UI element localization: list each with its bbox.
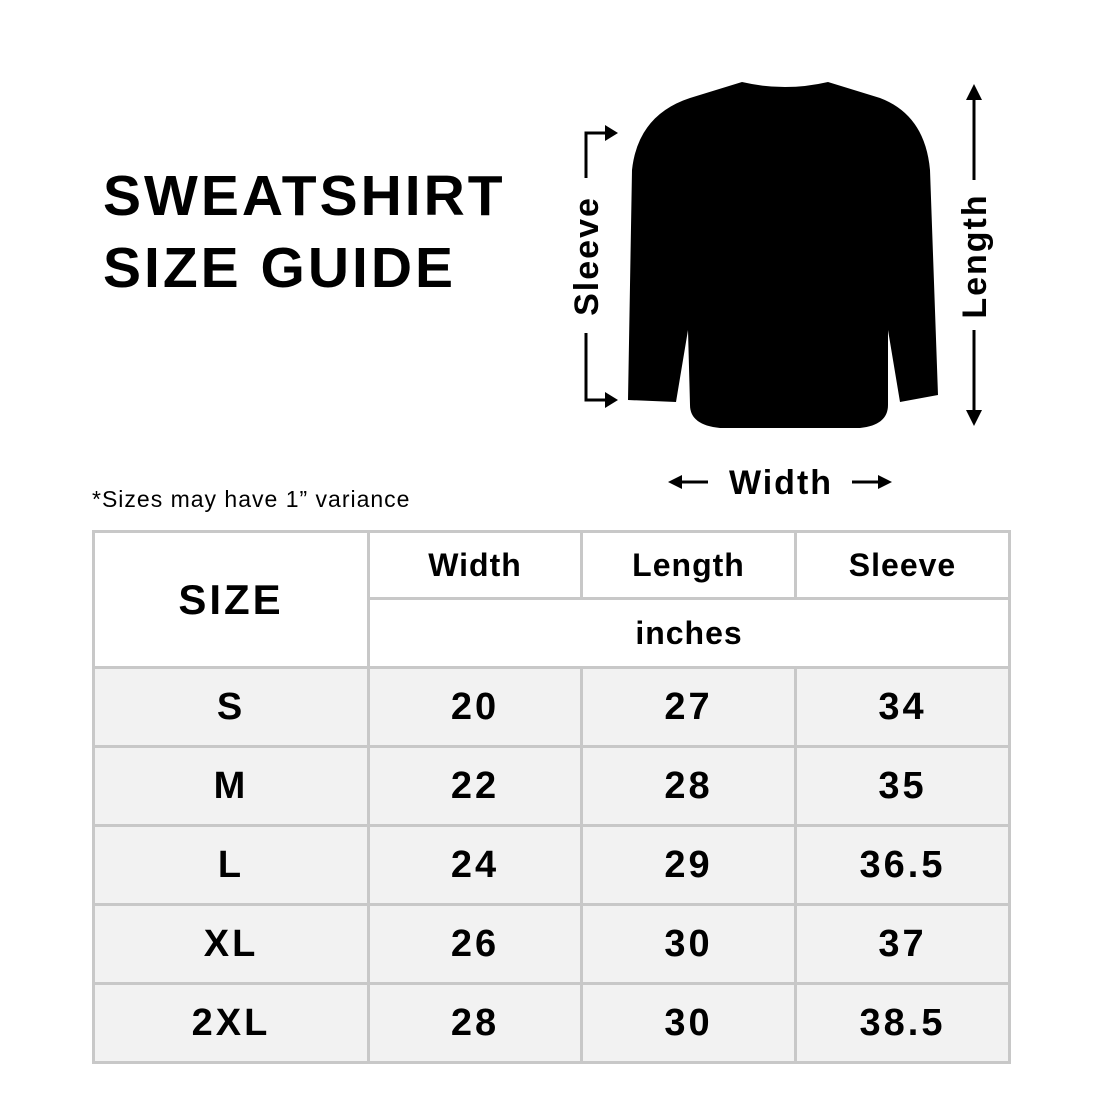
- width-cell: 22: [367, 745, 583, 827]
- width-cell: 24: [367, 824, 583, 906]
- variance-note: *Sizes may have 1” variance: [92, 486, 411, 512]
- table-row: S 20 27 34: [92, 666, 1011, 748]
- column-header-width: Width: [367, 530, 583, 600]
- sleeve-arrowhead-top: [605, 125, 618, 141]
- column-header-length: Length: [580, 530, 797, 600]
- size-cell: M: [92, 745, 370, 827]
- sleeve-cell: 37: [794, 903, 1011, 985]
- sleeve-arrowhead-bottom: [605, 392, 618, 408]
- sleeve-label: Sleeve: [568, 196, 606, 316]
- length-arrowhead-bottom: [966, 410, 982, 426]
- size-cell: L: [92, 824, 370, 906]
- width-arrowhead-right: [878, 475, 892, 489]
- length-cell: 30: [580, 903, 797, 985]
- sweatshirt-diagram: Sleeve Length Width: [568, 82, 994, 502]
- title-line-2: SIZE GUIDE: [103, 236, 457, 300]
- header-row: SIZE Width Length Sleeve: [92, 530, 1011, 669]
- length-arrowhead-top: [966, 84, 982, 100]
- width-cell: 20: [367, 666, 583, 748]
- sleeve-arrow-icon: [584, 131, 610, 402]
- size-cell: 2XL: [92, 982, 370, 1064]
- table-row: L 24 29 36.5: [92, 824, 1011, 906]
- width-label: Width: [729, 464, 833, 502]
- sleeve-cell: 36.5: [794, 824, 1011, 906]
- unit-label: inches: [367, 597, 1011, 669]
- table-row: XL 26 30 37: [92, 903, 1011, 985]
- size-cell: S: [92, 666, 370, 748]
- sleeve-cell: 38.5: [794, 982, 1011, 1064]
- page-title: SWEATSHIRT SIZE GUIDE: [103, 160, 506, 304]
- size-cell: XL: [92, 903, 370, 985]
- title-line-1: SWEATSHIRT: [103, 164, 506, 228]
- sleeve-cell: 35: [794, 745, 1011, 827]
- sweatshirt-image: [628, 82, 938, 428]
- size-table: SIZE Width Length Sleeve inches S 20 27 …: [92, 530, 1011, 1064]
- length-cell: 30: [580, 982, 797, 1064]
- length-cell: 28: [580, 745, 797, 827]
- width-arrowhead-left: [668, 475, 682, 489]
- unit-row: inches: [94, 597, 1011, 669]
- length-label: Length: [956, 193, 994, 318]
- size-header: SIZE: [92, 530, 370, 669]
- table-row: 2XL 28 30 38.5: [92, 982, 1011, 1064]
- width-cell: 26: [367, 903, 583, 985]
- column-header-sleeve: Sleeve: [794, 530, 1011, 600]
- table-row: M 22 28 35: [92, 745, 1011, 827]
- length-cell: 27: [580, 666, 797, 748]
- length-cell: 29: [580, 824, 797, 906]
- width-cell: 28: [367, 982, 583, 1064]
- sleeve-cell: 34: [794, 666, 1011, 748]
